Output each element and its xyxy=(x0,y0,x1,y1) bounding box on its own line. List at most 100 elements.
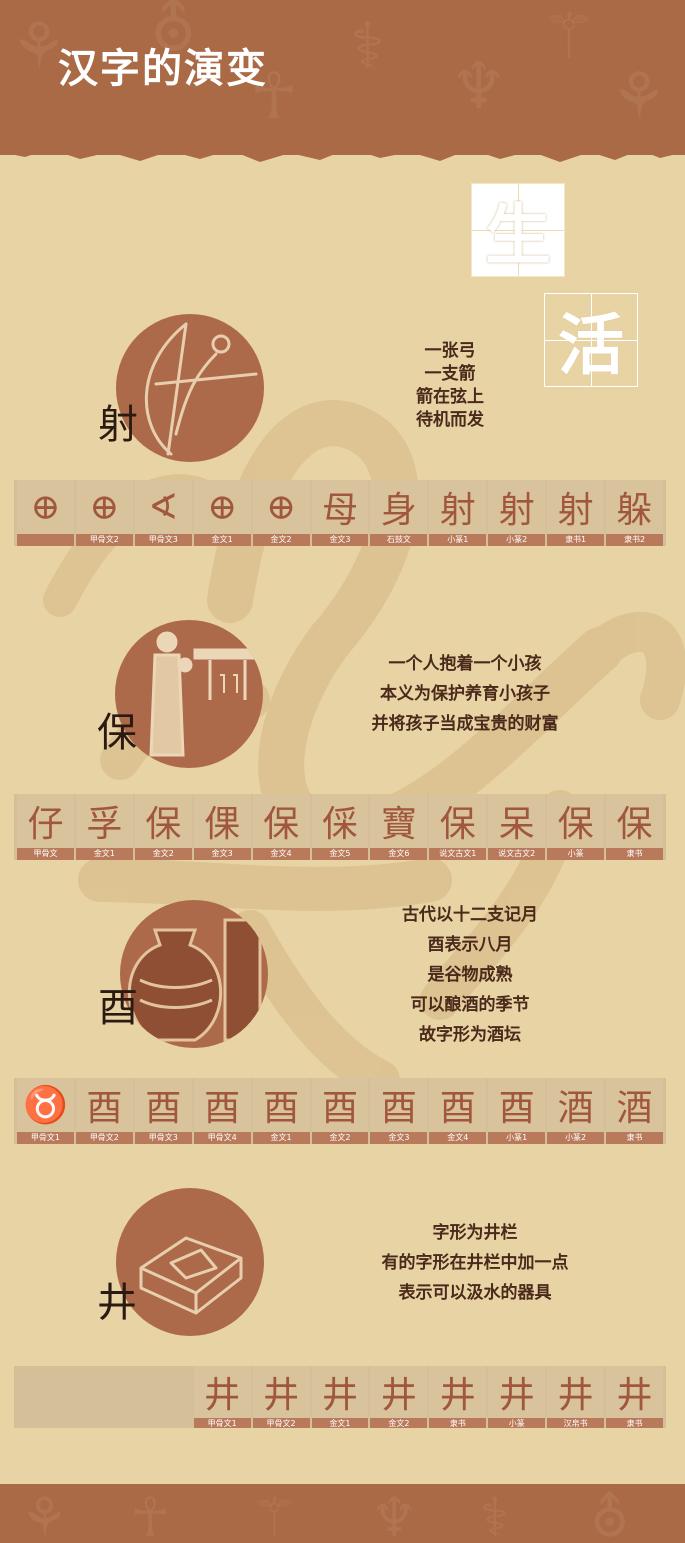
evolution-label: 金文1 xyxy=(75,848,133,860)
evolution-cell: 身石鼓文 xyxy=(370,480,428,546)
feature-char-tile: 生 xyxy=(471,183,565,277)
description-line: 待机而发 xyxy=(416,410,484,430)
header-oracle-decoration: ⚘ xyxy=(610,60,668,134)
evolution-glyph: 保 xyxy=(145,804,182,845)
evolution-strip: ♉ 甲骨文1 酉甲骨文2 酉甲骨文3 酉甲骨文4 酉金文1 酉金文2 酉金文3 酉… xyxy=(14,1078,666,1144)
header-oracle-decoration: ⚘ xyxy=(10,10,68,84)
evolution-label: 金文3 xyxy=(193,848,251,860)
evolution-label: 汉帛书 xyxy=(547,1418,605,1428)
footer-oracle-decoration: ⛢ xyxy=(590,1486,630,1543)
section-description: 一张弓 一支箭 箭在弦上 待机而发 xyxy=(380,340,520,432)
evolution-label: 小篆2 xyxy=(547,1132,605,1144)
evolution-glyph: ♉ xyxy=(23,1085,68,1126)
evolution-cell: 酉甲骨文3 xyxy=(134,1078,192,1144)
evolution-glyph: 酉 xyxy=(86,1088,123,1129)
evolution-cell xyxy=(76,1366,133,1428)
evolution-glyph: ⊕ xyxy=(207,486,238,528)
evolution-glyph: 母 xyxy=(321,490,358,531)
evolution-glyph: 酉 xyxy=(498,1088,535,1129)
description-line: 可以酿酒的季节 xyxy=(410,995,530,1015)
evolution-label: 甲骨文1 xyxy=(17,1132,74,1144)
evolution-strip: 井甲骨文1 井甲骨文2 井金文1 井金文2 井隶书 井小篆 井汉帛书 井隶书 xyxy=(14,1366,666,1428)
evolution-cell: 井甲骨文2 xyxy=(252,1366,310,1428)
evolution-label: 隶书 xyxy=(606,1418,663,1428)
evolution-glyph: 酉 xyxy=(204,1088,241,1129)
evolution-label: 小篆1 xyxy=(488,1132,546,1144)
evolution-glyph: ⊕ xyxy=(30,486,61,528)
footer-oracle-decoration: ☥ xyxy=(130,1486,171,1543)
evolution-glyph: 酉 xyxy=(145,1088,182,1129)
evolution-cell: 酉金文2 xyxy=(311,1078,369,1144)
page-title: 汉字的演变 xyxy=(58,46,268,92)
evolution-label: 甲骨文3 xyxy=(134,534,192,546)
evolution-label: 隶书2 xyxy=(606,534,663,546)
evolution-label: 隶书 xyxy=(606,848,663,860)
footer-oracle-decoration: ♆ xyxy=(370,1486,419,1543)
evolution-glyph: 倮 xyxy=(204,804,241,845)
evolution-cell: 井隶书 xyxy=(429,1366,487,1428)
evolution-glyph: ∢ xyxy=(148,486,179,528)
evolution-label: 甲骨文2 xyxy=(75,534,133,546)
description-line: 是谷物成熟 xyxy=(427,965,513,985)
description-line: 古代以十二支记月 xyxy=(402,905,538,925)
evolution-glyph: 保 xyxy=(263,804,300,845)
description-line: 字形为井栏 xyxy=(432,1223,518,1243)
evolution-label: 金文2 xyxy=(370,1418,428,1428)
section-char: 保 xyxy=(97,710,137,756)
evolution-glyph: 呆 xyxy=(498,804,535,845)
evolution-cell: 井隶书 xyxy=(606,1366,663,1428)
evolution-glyph: 井 xyxy=(204,1375,241,1416)
evolution-glyph: 井 xyxy=(321,1375,358,1416)
evolution-glyph: ⊕ xyxy=(265,486,297,528)
feature-char: 生 xyxy=(485,197,551,274)
evolution-glyph: ⊕ xyxy=(89,486,120,528)
evolution-strip: ⊕ ⊕ 甲骨文2 ∢ 甲骨文3 ⊕ 金文1 ⊕ 金文2 母金文3 身石鼓文 射小篆1 射… xyxy=(14,480,666,546)
evolution-cell xyxy=(135,1366,192,1428)
evolution-cell: 射小篆2 xyxy=(488,480,546,546)
evolution-glyph: 酒 xyxy=(557,1088,594,1129)
evolution-cell: ♉ 甲骨文1 xyxy=(17,1078,74,1144)
evolution-glyph: 保 xyxy=(616,804,653,845)
evolution-label: 金文6 xyxy=(370,848,428,860)
evolution-glyph: 井 xyxy=(380,1375,417,1416)
evolution-cell: 井小篆 xyxy=(488,1366,546,1428)
evolution-cell: 井甲骨文1 xyxy=(193,1366,251,1428)
evolution-label: 金文4 xyxy=(252,848,310,860)
evolution-cell: 母金文3 xyxy=(311,480,369,546)
header-oracle-decoration: ♆ xyxy=(450,50,508,124)
evolution-label: 说文古文1 xyxy=(429,848,487,860)
evolution-cell: 井金文2 xyxy=(370,1366,428,1428)
evolution-glyph: 躲 xyxy=(616,490,653,531)
evolution-label: 金文1 xyxy=(193,534,251,546)
evolution-label: 金文3 xyxy=(370,1132,428,1144)
evolution-cell: ⊕ xyxy=(17,480,74,546)
evolution-cell: 酉甲骨文2 xyxy=(75,1078,133,1144)
evolution-cell: 井金文1 xyxy=(311,1366,369,1428)
evolution-cell: 倮金文3 xyxy=(193,794,251,860)
evolution-glyph: 保 xyxy=(557,804,594,845)
evolution-strip: 仔甲骨文 孚金文1 保金文2 倮金文3 保金文4 倸金文5 寶金文6 保说文古文… xyxy=(14,794,666,860)
evolution-cell: 保小篆 xyxy=(547,794,605,860)
header-oracle-decoration: ☥ xyxy=(250,60,298,134)
evolution-label: 说文古文2 xyxy=(488,848,546,860)
evolution-glyph: 仔 xyxy=(27,804,64,845)
evolution-glyph: 保 xyxy=(439,804,476,845)
evolution-label: 小篆 xyxy=(488,1418,546,1428)
evolution-label: 甲骨文2 xyxy=(75,1132,133,1144)
evolution-cell: 酒隶书 xyxy=(606,1078,663,1144)
evolution-cell xyxy=(17,1366,74,1428)
evolution-label: 金文1 xyxy=(311,1418,369,1428)
evolution-label: 隶书 xyxy=(429,1418,487,1428)
evolution-glyph: 射 xyxy=(498,490,535,531)
evolution-label: 隶书1 xyxy=(547,534,605,546)
section-description: 古代以十二支记月 酉表示八月 是谷物成熟 可以酿酒的季节 故字形为酒坛 xyxy=(375,900,565,1050)
evolution-cell: 保金文2 xyxy=(134,794,192,860)
evolution-glyph: 井 xyxy=(498,1375,535,1416)
evolution-cell: 射小篆1 xyxy=(429,480,487,546)
description-line: 一个人抱着一个小孩 xyxy=(388,654,542,674)
description-line: 并将孩子当成宝贵的财富 xyxy=(371,714,559,734)
illustration-wine-jar xyxy=(120,900,268,1048)
evolution-cell: ⊕ 金文2 xyxy=(252,480,310,546)
evolution-glyph: 酉 xyxy=(321,1088,358,1129)
